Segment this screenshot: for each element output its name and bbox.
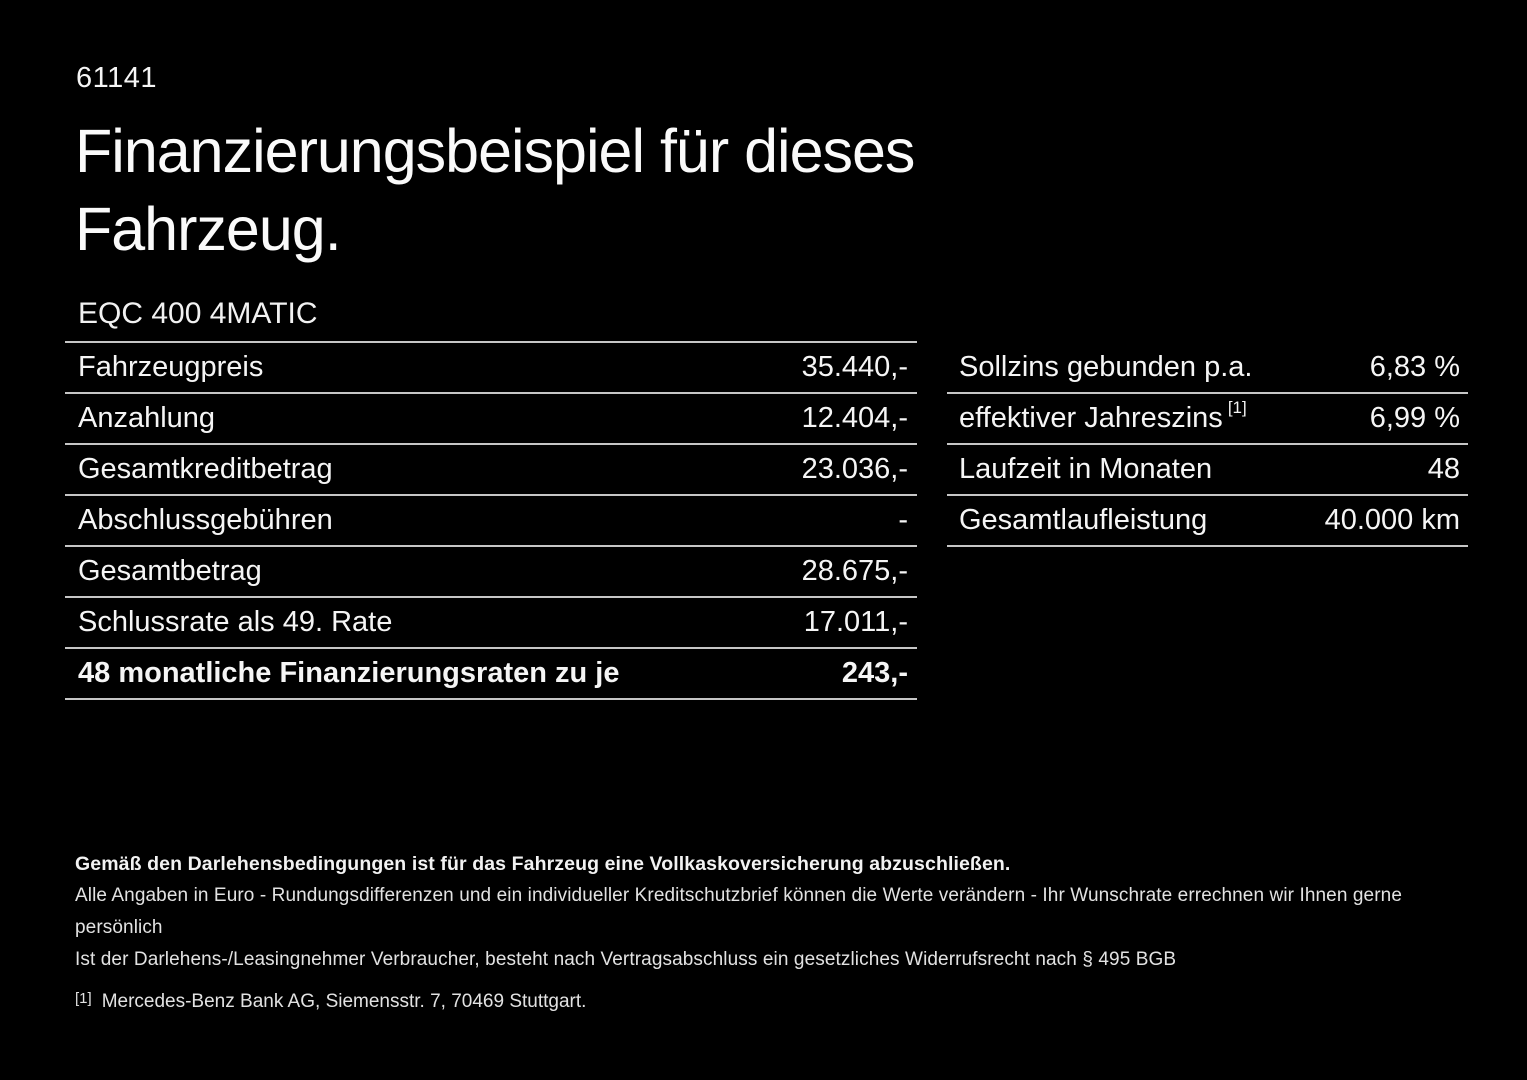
table-row-abschlussgebuehren: Abschlussgebühren - (65, 496, 917, 547)
page-title-line-1: Finanzierungsbeispiel für dieses (75, 117, 915, 185)
row-value: 12.404,- (801, 402, 908, 434)
table-row-gesamtbetrag: Gesamtbetrag 28.675,- (65, 547, 917, 598)
row-value: 6,83 % (1369, 351, 1460, 383)
row-value: 48 (1427, 453, 1460, 485)
table-row-sollzins: Sollzins gebunden p.a. 6,83 % (947, 343, 1468, 394)
finance-table: Fahrzeugpreis 35.440,- Anzahlung 12.404,… (65, 341, 917, 700)
row-label-text: effektiver Jahreszins (959, 402, 1223, 434)
row-label: Anzahlung (78, 402, 216, 434)
row-value: 40.000 km (1324, 504, 1460, 536)
table-row-gesamtlaufleistung: Gesamtlaufleistung 40.000 km (947, 496, 1468, 547)
row-label: Sollzins gebunden p.a. (959, 351, 1253, 383)
row-label: 48 monatliche Finanzierungsraten zu je (78, 657, 620, 689)
table-row-effektiver-jahreszins: effektiver Jahreszins [1] 6,99 % (947, 394, 1468, 445)
table-row-laufzeit: Laufzeit in Monaten 48 (947, 445, 1468, 496)
row-label: Gesamtlaufleistung (959, 504, 1208, 536)
row-value: 35.440,- (801, 351, 908, 383)
vehicle-model: EQC 400 4MATIC (78, 297, 318, 330)
doc-number: 61141 (76, 62, 157, 94)
footer-notes: Gemäß den Darlehensbedingungen ist für d… (75, 848, 1475, 1015)
table-row-fahrzeugpreis: Fahrzeugpreis 35.440,- (65, 343, 917, 394)
page-title: Finanzierungsbeispiel für dieses Fahrzeu… (75, 112, 915, 268)
table-row-gesamtkreditbetrag: Gesamtkreditbetrag 23.036,- (65, 445, 917, 496)
row-label: Gesamtbetrag (78, 555, 262, 587)
insurance-note: Gemäß den Darlehensbedingungen ist für d… (75, 853, 1011, 875)
table-row-anzahlung: Anzahlung 12.404,- (65, 394, 917, 445)
table-row-schlussrate: Schlussrate als 49. Rate 17.011,- (65, 598, 917, 649)
row-value: 6,99 % (1369, 402, 1460, 434)
footnote-marker: [1] (1227, 398, 1247, 417)
row-label: effektiver Jahreszins [1] (959, 399, 1247, 435)
footnote-marker: [1] (75, 990, 92, 1007)
bank-footnote: [1] Mercedes-Benz Bank AG, Siemensstr. 7,… (75, 986, 1475, 1015)
row-value: - (898, 504, 908, 536)
row-value: 17.011,- (803, 606, 908, 638)
conditions-table: Sollzins gebunden p.a. 6,83 % effektiver… (947, 343, 1468, 547)
euro-note: Alle Angaben in Euro - Rundungsdifferenz… (75, 885, 1402, 938)
row-value: 23.036,- (801, 453, 908, 485)
row-value: 243,- (841, 657, 908, 689)
page-title-line-2: Fahrzeug. (75, 195, 342, 263)
row-label: Fahrzeugpreis (78, 351, 264, 383)
table-row-monatsrate: 48 monatliche Finanzierungsraten zu je 2… (65, 649, 917, 700)
row-value: 28.675,- (801, 555, 908, 587)
row-label: Schlussrate als 49. Rate (78, 606, 393, 638)
row-label: Abschlussgebühren (78, 504, 333, 536)
bank-footnote-text: Mercedes-Benz Bank AG, Siemensstr. 7, 70… (101, 991, 587, 1012)
row-label: Laufzeit in Monaten (959, 453, 1213, 485)
row-label: Gesamtkreditbetrag (78, 453, 333, 485)
widerruf-note: Ist der Darlehens-/Leasingnehmer Verbrau… (75, 949, 1177, 970)
